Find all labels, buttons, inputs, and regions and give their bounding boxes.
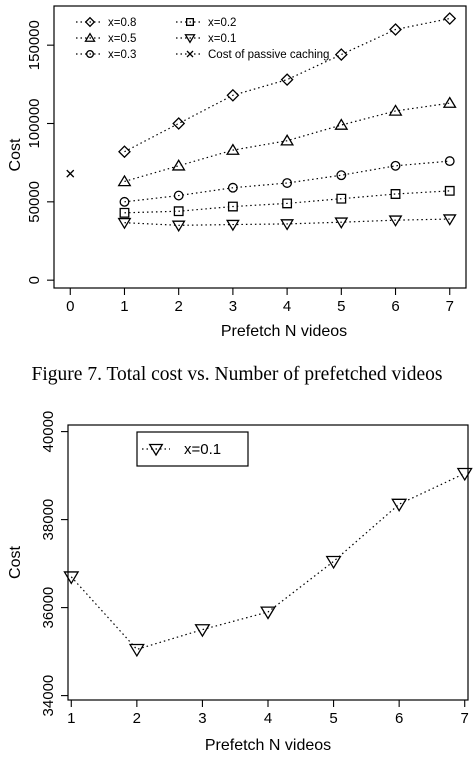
x-tick-label: 5 xyxy=(329,710,337,727)
chart-total-cost: 0 1 2 3 4 5 6 7 0 50000 100000 150000 Prefetch N vid… xyxy=(7,5,467,340)
data-point-diamond xyxy=(389,23,402,36)
data-point-triangle-down xyxy=(388,215,403,227)
y-tick-label: 38000 xyxy=(40,499,57,541)
data-point-triangle-down xyxy=(325,555,342,570)
legend-label: x=0.1 xyxy=(184,441,221,458)
y-tick-label: 34000 xyxy=(40,675,57,717)
x-tick-label: 4 xyxy=(264,710,272,727)
x-tick-label: 1 xyxy=(67,710,75,727)
series-line-x=0.1 xyxy=(124,218,450,226)
data-point-triangle-down xyxy=(194,624,211,638)
data-point-triangle-down xyxy=(260,606,276,620)
legend-label: Cost of passive caching xyxy=(208,49,329,61)
legend-marker-triangle-down xyxy=(184,34,196,44)
y-tick-label: 100000 xyxy=(26,98,43,148)
data-point-square xyxy=(227,201,238,212)
data-point-triangle-down xyxy=(334,217,349,229)
chart-cost-x01: 1 2 3 4 5 6 7 34000 36000 38000 40000 Prefetch N vi… xyxy=(7,411,473,754)
data-point-circle xyxy=(282,178,293,188)
data-point-triangle-down xyxy=(391,498,408,512)
x-tick-label: 2 xyxy=(133,710,141,727)
data-point-square xyxy=(282,198,293,209)
data-point-triangle-down xyxy=(128,643,145,658)
legend-label: x=0.5 xyxy=(108,33,136,45)
data-point-diamond xyxy=(334,48,348,61)
x-tick-label: 2 xyxy=(175,298,183,315)
x-tick-label: 1 xyxy=(120,298,128,315)
data-point-triangle-up xyxy=(334,118,349,130)
data-point-triangle-down xyxy=(63,571,80,585)
x-tick-label: 3 xyxy=(198,710,206,727)
x-axis-title: Prefetch N videos xyxy=(221,323,347,340)
data-point-circle xyxy=(173,190,184,201)
legend-label: x=0.8 xyxy=(108,17,136,29)
series-line-x=0.8 xyxy=(124,17,450,153)
data-point-triangle-up xyxy=(171,159,186,171)
x-axis-title: Prefetch N videos xyxy=(205,737,331,754)
series-line-x=0.3 xyxy=(124,160,450,203)
x-tick-label: 7 xyxy=(461,710,469,727)
legend-label: x=0.3 xyxy=(108,49,136,61)
data-point-square xyxy=(119,207,130,218)
legend-label: x=0.2 xyxy=(208,17,236,29)
data-point-triangle-down xyxy=(442,214,457,226)
data-point-triangle-down xyxy=(117,217,132,230)
data-point-triangle-up xyxy=(388,104,403,116)
data-point-diamond xyxy=(280,73,294,87)
data-point-triangle-down xyxy=(280,219,295,231)
x-tick-label: 0 xyxy=(66,298,74,315)
legend-marker-square xyxy=(185,17,195,27)
series-line-x=0.2 xyxy=(124,190,450,214)
data-point-diamond xyxy=(118,145,131,159)
legend-marker-diamond xyxy=(84,16,96,28)
data-point-passive-caching xyxy=(66,169,75,178)
figure-caption: Figure 7. Total cost vs. Number of prefe… xyxy=(31,364,443,385)
data-point-triangle-up xyxy=(442,96,457,108)
legend-marker-triangle-up xyxy=(84,32,96,42)
series-line-x=0.1 xyxy=(70,472,465,651)
y-tick-label: 36000 xyxy=(40,587,57,629)
x-tick-label: 4 xyxy=(283,298,291,315)
y-tick-label: 50000 xyxy=(26,181,43,223)
data-point-triangle-up xyxy=(117,174,132,187)
data-point-circle xyxy=(119,196,130,207)
data-point-triangle-down xyxy=(456,467,473,482)
x-tick-label: 5 xyxy=(337,298,345,315)
x-tick-label: 7 xyxy=(446,298,454,315)
data-point-circle xyxy=(227,182,238,193)
y-axis-title: Cost xyxy=(7,138,24,171)
legend-marker-triangle-down xyxy=(148,443,164,457)
data-point-diamond xyxy=(172,117,186,130)
legend-marker-circle xyxy=(85,49,95,59)
data-point-square xyxy=(444,185,455,196)
plot-frame xyxy=(53,5,467,289)
data-point-square xyxy=(173,206,184,217)
series-line-x=0.5 xyxy=(124,102,450,183)
data-point-circle xyxy=(390,160,401,171)
y-tick-label: 150000 xyxy=(26,20,43,70)
legend-marker-cross xyxy=(186,50,194,58)
data-point-triangle-down xyxy=(171,220,186,233)
data-point-square xyxy=(390,189,401,199)
legend-box xyxy=(136,431,249,467)
data-point-square xyxy=(336,193,347,204)
data-point-triangle-up xyxy=(280,133,295,146)
x-tick-label: 6 xyxy=(395,710,403,727)
y-tick-label: 0 xyxy=(26,276,43,284)
x-tick-label: 6 xyxy=(391,298,399,315)
legend-label: x=0.1 xyxy=(208,33,236,45)
plot-frame xyxy=(67,424,469,701)
data-point-circle xyxy=(444,156,455,167)
data-point-circle xyxy=(336,170,347,181)
data-point-diamond xyxy=(226,88,240,102)
y-tick-label: 40000 xyxy=(40,411,57,453)
data-point-triangle-up xyxy=(225,143,240,155)
y-axis-title: Cost xyxy=(7,546,24,579)
x-tick-label: 3 xyxy=(229,298,237,315)
data-point-diamond xyxy=(443,12,457,25)
data-point-triangle-down xyxy=(225,219,240,232)
